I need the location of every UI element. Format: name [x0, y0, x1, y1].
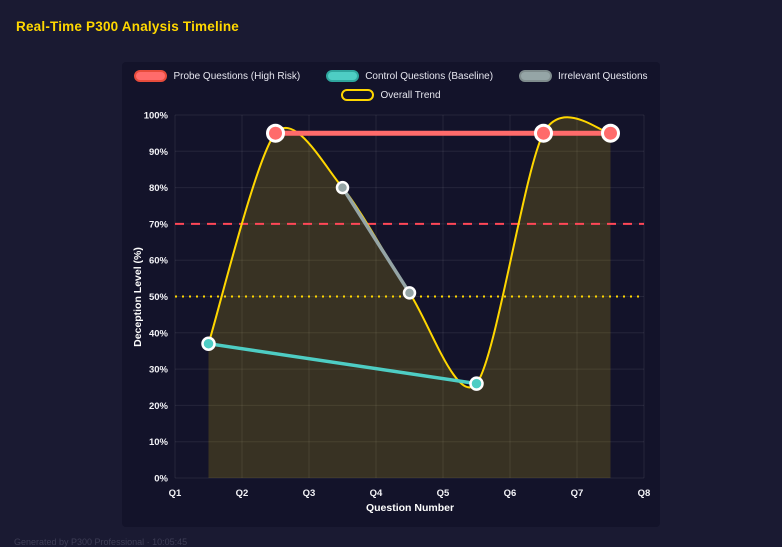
tick-labels: 0% 10% 20% 30% 40% 50% 60% 70% 80% 90% 100% Q1 Q2 Q3 Q…: [144, 111, 651, 500]
legend-label-probe: Probe Questions (High Risk): [173, 70, 301, 82]
svg-text:90%: 90%: [149, 147, 169, 158]
svg-text:Q3: Q3: [303, 488, 316, 499]
legend-marker-probe: [134, 70, 168, 82]
svg-text:60%: 60%: [149, 256, 169, 267]
legend-item-probe[interactable]: Probe Questions (High Risk): [134, 70, 300, 82]
probe-point[interactable]: [534, 123, 553, 143]
svg-text:Q1: Q1: [169, 488, 182, 499]
svg-text:50%: 50%: [149, 292, 169, 303]
svg-text:80%: 80%: [149, 183, 169, 194]
irrelevant-line: [340, 185, 412, 295]
legend-marker-trend: [341, 89, 375, 101]
legend-label-control: Control Questions (Baseline): [365, 70, 494, 82]
footer-note: Generated by P300 Professional · 10:05:4…: [14, 537, 188, 547]
svg-text:Q6: Q6: [504, 488, 517, 499]
svg-text:Q2: Q2: [236, 488, 249, 499]
legend-marker-control: [326, 70, 360, 82]
control-point[interactable]: [469, 376, 484, 391]
legend-item-control[interactable]: Control Questions (Baseline): [326, 70, 493, 82]
svg-text:10%: 10%: [149, 437, 169, 448]
control-point[interactable]: [201, 336, 216, 351]
control-line: [206, 341, 479, 386]
svg-text:Q5: Q5: [437, 488, 450, 499]
legend-label-trend: Overall Trend: [380, 89, 441, 101]
p300-timeline-chart[interactable]: 0% 10% 20% 30% 40% 50% 60% 70% 80% 90% 100% Q1 Q2 Q3 Q…: [122, 62, 660, 527]
svg-text:70%: 70%: [149, 219, 169, 230]
x-axis-title: Question Number: [365, 502, 455, 514]
svg-text:40%: 40%: [149, 328, 169, 339]
legend-item-irrelevant[interactable]: Irrelevant Questions: [519, 70, 648, 82]
svg-text:30%: 30%: [149, 365, 169, 376]
legend-marker-irrelevant: [519, 70, 553, 82]
svg-text:20%: 20%: [149, 401, 169, 412]
svg-text:Q4: Q4: [370, 488, 383, 499]
y-axis-title: Deception Level (%): [132, 247, 144, 347]
irrelevant-point[interactable]: [335, 180, 350, 195]
probe-point[interactable]: [266, 123, 285, 143]
chart-legend-row-2: Overall Trend: [122, 89, 660, 101]
svg-text:Q7: Q7: [571, 488, 584, 499]
legend-label-irrelevant: Irrelevant Questions: [558, 70, 648, 82]
probe-point[interactable]: [601, 123, 620, 143]
svg-text:0%: 0%: [154, 474, 168, 485]
legend-item-trend[interactable]: Overall Trend: [341, 89, 441, 101]
svg-text:100%: 100%: [144, 111, 169, 122]
svg-text:Q8: Q8: [638, 488, 651, 499]
chart-legend-row-1: Probe Questions (High Risk) Control Quest…: [122, 70, 660, 82]
irrelevant-point[interactable]: [402, 286, 417, 300]
page-title: Real-Time P300 Analysis Timeline: [16, 19, 240, 34]
chart-panel: Probe Questions (High Risk) Control Quest…: [122, 62, 660, 527]
